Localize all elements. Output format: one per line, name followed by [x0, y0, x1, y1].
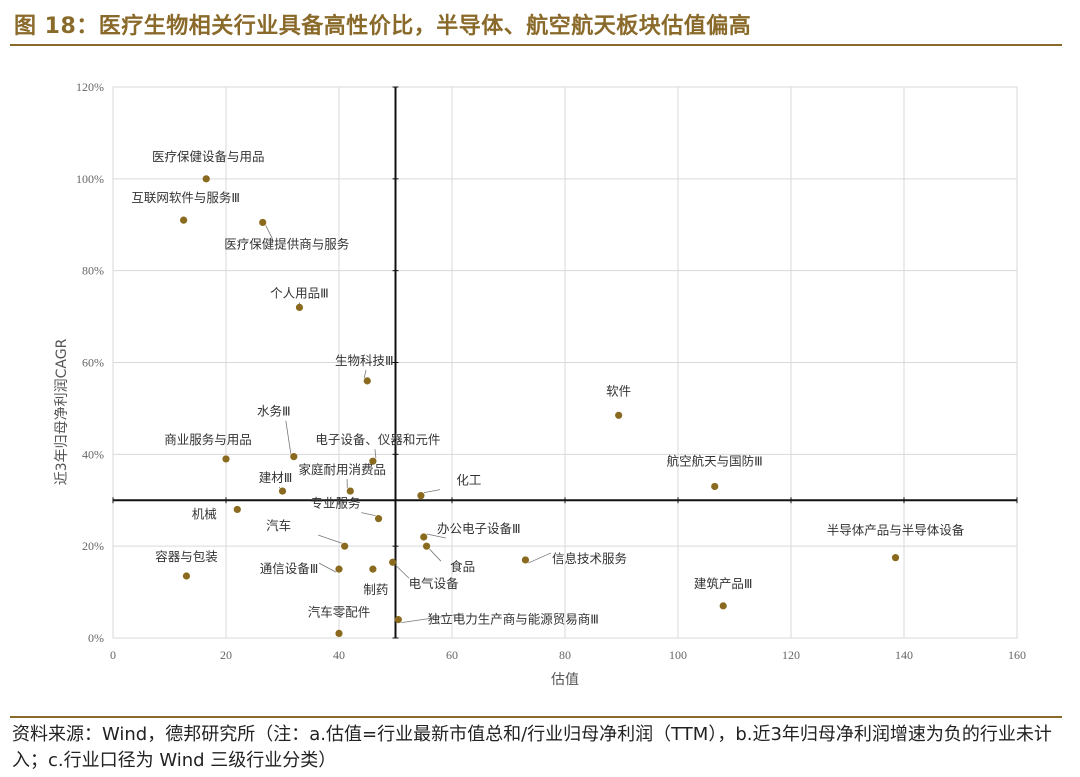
- leader-line: [374, 449, 377, 459]
- leader-line: [429, 548, 442, 562]
- data-point: [233, 505, 241, 514]
- data-point: [259, 218, 267, 227]
- point-label: 建筑产品Ⅲ: [694, 576, 753, 591]
- x-tick-label: 140: [895, 648, 913, 662]
- data-point: [369, 457, 377, 465]
- data-point: [278, 487, 287, 495]
- point-label: 机械: [192, 506, 218, 521]
- point-label: 食品: [450, 559, 475, 574]
- point-label: 个人用品Ⅲ: [270, 285, 329, 300]
- point-label: 信息技术服务: [552, 551, 627, 566]
- leader-line: [285, 420, 292, 454]
- source-divider: [10, 716, 1062, 718]
- point-label: 半导体产品与半导体设备: [827, 523, 965, 538]
- data-point: [521, 556, 530, 564]
- leader-line: [423, 489, 441, 494]
- x-tick-label: 0: [110, 648, 116, 662]
- data-point: [346, 487, 354, 495]
- x-tick-label: 40: [333, 648, 345, 662]
- leader-line: [426, 533, 446, 539]
- point-label: 生物科技Ⅲ: [335, 353, 394, 368]
- source-note: 资料来源：Wind，德邦研究所（注：a.估值=行业最新市值总和/行业归母净利润（…: [12, 724, 1052, 771]
- point-label: 建材Ⅲ: [259, 470, 293, 485]
- leader-line: [318, 562, 337, 573]
- point-label: 汽车零配件: [308, 604, 371, 619]
- data-point: [180, 216, 188, 224]
- grid-lines: [112, 86, 1018, 639]
- data-point: [389, 558, 397, 566]
- point-label: 制药: [363, 582, 388, 597]
- point-label: 商业服务与用品: [164, 432, 252, 447]
- leader-line: [528, 552, 552, 564]
- y-tick-label: 20%: [82, 539, 104, 553]
- point-label: 医疗保健设备与用品: [152, 149, 265, 164]
- data-point: [417, 492, 425, 500]
- point-label: 汽车: [266, 518, 291, 533]
- point-label: 家庭耐用消费品: [299, 462, 387, 477]
- data-point: [369, 565, 377, 573]
- data-point: [711, 482, 719, 491]
- point-label: 软件: [606, 383, 631, 398]
- leader-line: [318, 534, 342, 544]
- y-tick-label: 120%: [76, 80, 104, 94]
- data-point: [222, 455, 230, 463]
- point-label: 容器与包装: [155, 549, 218, 564]
- data-point: [374, 515, 383, 523]
- y-tick-label: 60%: [82, 356, 104, 370]
- x-axis-title: 估值: [551, 672, 579, 688]
- point-label: 专业服务: [311, 496, 361, 511]
- point-label: 电气设备: [409, 576, 460, 591]
- y-tick-label: 100%: [76, 172, 104, 186]
- data-point: [290, 453, 298, 461]
- figure-title: 图 18：医疗生物相关行业具备高性价比，半导体、航空航天板块估值偏高: [14, 14, 752, 39]
- scatter-chart: 0 20 40 60 80 100 120 140 160 0% 20% 40% 60% 80% 100% 1…: [53, 80, 1026, 688]
- point-label: 医疗保健提供商与服务: [224, 236, 349, 251]
- x-tick-label: 80: [559, 648, 571, 662]
- data-point: [182, 572, 191, 580]
- data-point: [422, 542, 431, 550]
- x-tick-label: 20: [220, 648, 232, 662]
- data-point: [295, 303, 304, 311]
- leader-line: [363, 369, 367, 378]
- data-point: [891, 554, 900, 562]
- leader-lines: [265, 225, 552, 624]
- point-label: 互联网软件与服务Ⅲ: [131, 190, 240, 205]
- x-tick-label: 60: [446, 648, 458, 662]
- y-axis-title: 近3年归母净利润CAGR: [53, 338, 70, 485]
- point-label: 航空航天与国防Ⅲ: [667, 453, 763, 468]
- data-point: [335, 629, 343, 638]
- data-point: [615, 411, 623, 419]
- x-tick-label: 120: [782, 648, 800, 662]
- point-label: 办公电子设备Ⅲ: [437, 521, 521, 536]
- leader-line: [395, 564, 410, 579]
- data-point: [719, 602, 727, 610]
- y-tick-label: 40%: [82, 447, 104, 461]
- leader-line: [401, 613, 464, 624]
- data-points: [180, 175, 900, 638]
- data-point: [420, 533, 428, 541]
- title-divider: [10, 44, 1062, 46]
- tick-labels: 0 20 40 60 80 100 120 140 160 0% 20% 40% 60% 80% 100% 1…: [76, 80, 1026, 662]
- data-point: [202, 175, 210, 183]
- x-tick-label: 100: [669, 648, 687, 662]
- data-point: [394, 616, 402, 624]
- point-label: 通信设备Ⅲ: [260, 561, 319, 576]
- point-label: 水务Ⅲ: [257, 404, 291, 419]
- point-label: 电子设备、仪器和元件: [315, 432, 440, 447]
- y-tick-label: 80%: [82, 264, 104, 278]
- reference-lines: [112, 86, 1018, 639]
- x-tick-label: 160: [1008, 648, 1026, 662]
- leader-line: [265, 225, 273, 239]
- point-label: 独立电力生产商与能源贸易商Ⅲ: [428, 612, 599, 627]
- leader-line: [361, 512, 376, 517]
- y-tick-label: 0%: [88, 631, 104, 645]
- data-point: [335, 565, 343, 573]
- data-point: [363, 377, 371, 385]
- data-point: [341, 542, 349, 550]
- point-label: 化工: [456, 473, 481, 488]
